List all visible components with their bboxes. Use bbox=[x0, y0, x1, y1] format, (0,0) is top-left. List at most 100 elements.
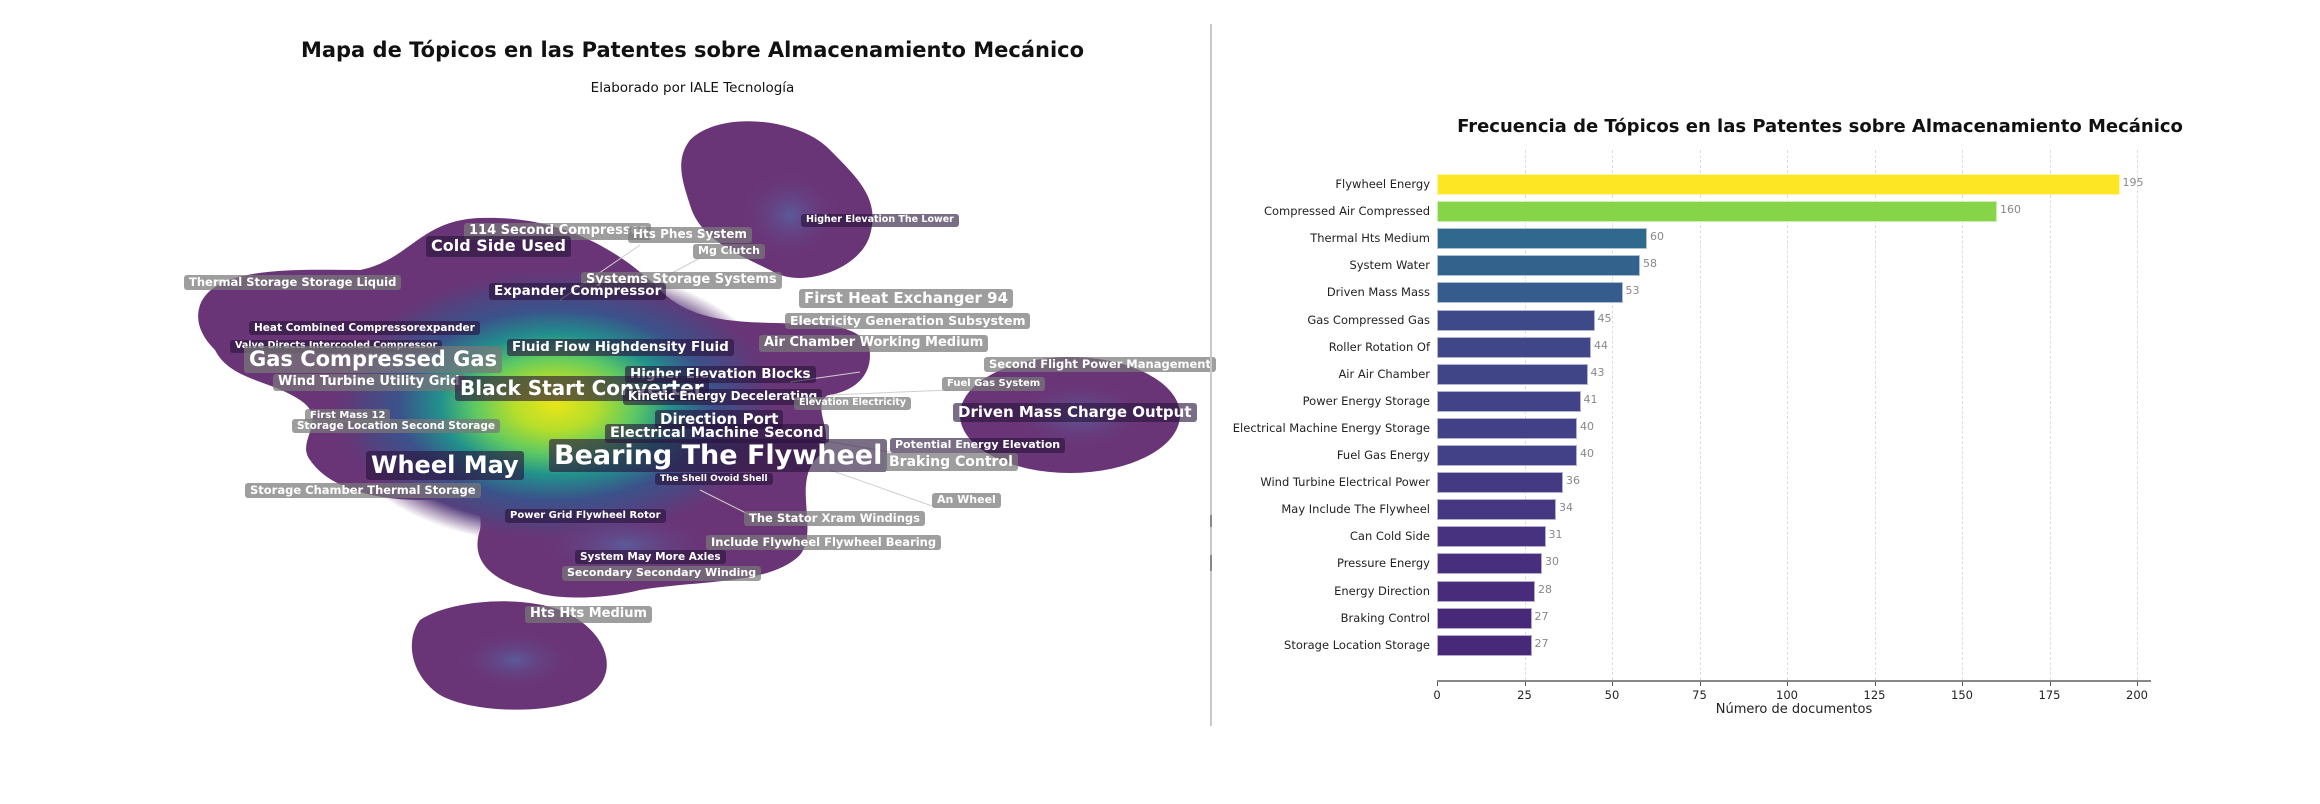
bar-value-label: 36 bbox=[1566, 474, 1580, 488]
bar bbox=[1437, 553, 1542, 575]
topic-label: Heat Combined Compressorexpander bbox=[249, 320, 480, 335]
gridline bbox=[1962, 150, 1963, 680]
x-tick-label: 75 bbox=[1692, 688, 1707, 702]
topic-label: Expander Compressor bbox=[489, 282, 667, 301]
topic-label: Elevation Electricity bbox=[794, 397, 912, 411]
bar bbox=[1437, 445, 1577, 466]
panel-divider bbox=[1210, 24, 1212, 726]
bar-value-label: 43 bbox=[1590, 365, 1605, 379]
topic-label: Wind Turbine Utility Grid bbox=[273, 374, 465, 392]
y-category-label: Gas Compressed Gas bbox=[1307, 312, 1430, 327]
topic-label: The Stator Xram Windings bbox=[744, 511, 925, 527]
bar-value-label: 27 bbox=[1534, 636, 1549, 650]
bar bbox=[1437, 499, 1556, 521]
y-category-label: Wind Turbine Electrical Power bbox=[1260, 475, 1430, 490]
topic-label: Hts Phes System bbox=[628, 226, 752, 243]
y-category-label: May Include The Flywheel bbox=[1281, 502, 1430, 517]
topic-label: Driven Mass Charge Output bbox=[953, 403, 1197, 423]
y-category-label: Power Energy Storage bbox=[1302, 393, 1430, 408]
bar bbox=[1437, 336, 1591, 358]
topic-label: Wheel May bbox=[366, 450, 524, 481]
bar bbox=[1437, 472, 1563, 494]
topic-label: Storage Location Second Storage bbox=[292, 418, 500, 433]
bar-value-label: 58 bbox=[1643, 257, 1657, 271]
topic-label: The Shell Ovoid Shell bbox=[655, 472, 773, 485]
y-category-label: System Water bbox=[1349, 258, 1430, 273]
y-category-label: Air Air Chamber bbox=[1338, 366, 1430, 381]
bar bbox=[1437, 228, 1647, 250]
bar bbox=[1437, 526, 1546, 548]
bar-value-label: 53 bbox=[1625, 284, 1640, 298]
y-category-label: Flywheel Energy bbox=[1335, 177, 1430, 191]
x-tick bbox=[1612, 682, 1613, 686]
x-axis-label: Número de documentos bbox=[1715, 702, 1873, 717]
x-tick-label: 0 bbox=[1433, 688, 1441, 702]
x-tick-label: 175 bbox=[2038, 688, 2061, 702]
bar-chart-title: Frecuencia de Tópicos en las Patentes so… bbox=[1457, 116, 2183, 137]
bar-value-label: 27 bbox=[1534, 609, 1549, 623]
topic-label: Power Grid Flywheel Rotor bbox=[505, 509, 666, 523]
topic-label: Cold Side Used bbox=[426, 236, 571, 257]
gridline bbox=[2049, 150, 2051, 680]
topic-label: Thermal Storage Storage Liquid bbox=[184, 275, 402, 291]
bar bbox=[1437, 282, 1623, 304]
topic-label: Fuel Gas System bbox=[942, 377, 1046, 391]
topic-label: Air Chamber Working Medium bbox=[759, 335, 989, 353]
bar bbox=[1437, 255, 1640, 277]
topic-label: Mg Clutch bbox=[693, 244, 765, 260]
x-tick bbox=[2137, 682, 2138, 686]
topic-label: 114 Second Compressor bbox=[464, 223, 651, 241]
y-category-label: Braking Control bbox=[1340, 610, 1430, 625]
y-category-label: Electrical Machine Energy Storage bbox=[1232, 420, 1430, 435]
topic-label: Secondary Secondary Winding bbox=[562, 566, 762, 582]
topic-label: Gas Compressed Gas bbox=[244, 346, 503, 373]
topic-label: Storage Chamber Thermal Storage bbox=[245, 483, 481, 499]
bar-value-label: 40 bbox=[1580, 419, 1594, 433]
bar bbox=[1437, 174, 2120, 195]
x-tick bbox=[1874, 682, 1876, 686]
topic-label: Electrical Machine Second bbox=[605, 424, 829, 443]
x-tick bbox=[1787, 682, 1788, 686]
gridline bbox=[1612, 150, 1613, 680]
topic-label: Bearing The Flywheel bbox=[549, 438, 888, 472]
gridline bbox=[1524, 150, 1526, 680]
bar bbox=[1437, 201, 1997, 223]
bar-value-label: 41 bbox=[1583, 392, 1598, 406]
y-category-label: Storage Location Storage bbox=[1284, 637, 1430, 652]
y-category-label: Energy Direction bbox=[1334, 583, 1430, 598]
x-tick bbox=[1437, 682, 1438, 686]
x-tick-label: 125 bbox=[1863, 688, 1886, 702]
divider-tick bbox=[1210, 515, 1212, 527]
topic-label: Kinetic Energy Decelerating bbox=[623, 388, 823, 405]
bar-value-label: 195 bbox=[2122, 176, 2144, 189]
topic-density-map bbox=[198, 121, 1180, 710]
bar-value-label: 160 bbox=[2000, 203, 2021, 217]
x-tick-label: 150 bbox=[1951, 688, 1973, 702]
bar-value-label: 44 bbox=[1594, 338, 1608, 352]
topic-label: Hts Hts Medium bbox=[525, 606, 653, 624]
topic-label: Potential Energy Elevation bbox=[890, 438, 1066, 454]
map-subtitle: Elaborado por IALE Tecnología bbox=[590, 80, 795, 96]
divider-tick bbox=[1210, 555, 1212, 571]
bar bbox=[1437, 309, 1595, 331]
topic-label: Braking Control bbox=[884, 452, 1018, 471]
x-tick bbox=[1962, 682, 1963, 686]
y-category-label: Roller Rotation Of bbox=[1328, 339, 1430, 354]
bar-value-label: 60 bbox=[1650, 230, 1664, 244]
gridline bbox=[1874, 150, 1876, 680]
bar bbox=[1437, 363, 1588, 385]
y-category-label: Fuel Gas Energy bbox=[1336, 448, 1430, 462]
topic-label: First Heat Exchanger 94 bbox=[799, 289, 1014, 309]
bar bbox=[1437, 634, 1532, 656]
topic-label: Electricity Generation Subsystem bbox=[785, 312, 1031, 329]
x-tick-label: 100 bbox=[1776, 688, 1798, 702]
gridline bbox=[1699, 150, 1701, 680]
bar bbox=[1437, 390, 1581, 412]
topic-label: Include Flywheel Flywheel Bearing bbox=[706, 535, 942, 551]
gridline bbox=[1787, 150, 1788, 680]
x-tick-label: 200 bbox=[2126, 688, 2148, 702]
topic-label: System May More Axles bbox=[575, 549, 726, 564]
bar-value-label: 28 bbox=[1538, 582, 1552, 596]
map-title: Mapa de Tópicos en las Patentes sobre Al… bbox=[300, 38, 1085, 62]
bar-value-label: 31 bbox=[1548, 528, 1563, 542]
